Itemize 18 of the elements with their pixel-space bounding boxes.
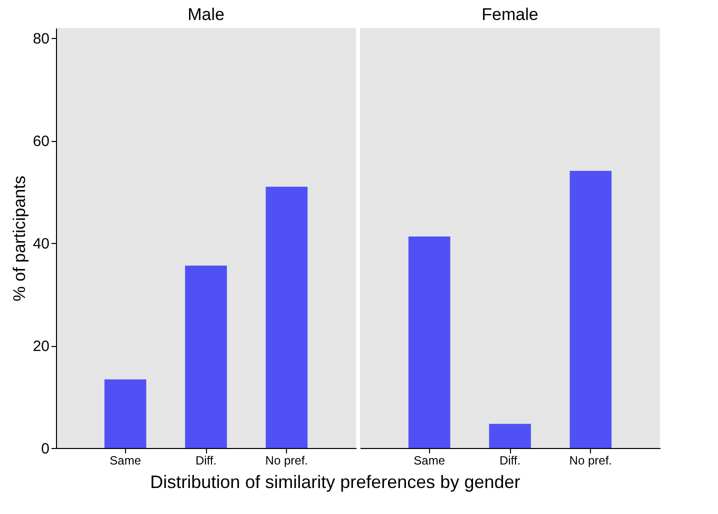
bar [185, 266, 227, 448]
y-axis-title: % of participants [10, 176, 29, 302]
x-tick-label: Diff. [195, 454, 217, 468]
x-tick-label: Same [110, 454, 142, 468]
x-axis-title: Distribution of similarity preferences by gender [150, 472, 520, 492]
chart-title: Male [188, 5, 224, 24]
chart-title: Female [482, 5, 538, 24]
x-tick-label: Same [414, 454, 446, 468]
x-tick-label: No pref. [569, 454, 612, 468]
y-tick-label: 40 [32, 236, 50, 253]
y-tick-label: 60 [32, 133, 50, 150]
y-tick-label: 80 [32, 30, 50, 48]
x-tick-label: No pref. [265, 454, 308, 468]
y-tick-label: 20 [32, 338, 50, 356]
bar [104, 379, 146, 448]
bar [266, 186, 308, 448]
x-tick-label: Diff. [499, 454, 521, 468]
y-tick-label: 0 [41, 440, 50, 458]
